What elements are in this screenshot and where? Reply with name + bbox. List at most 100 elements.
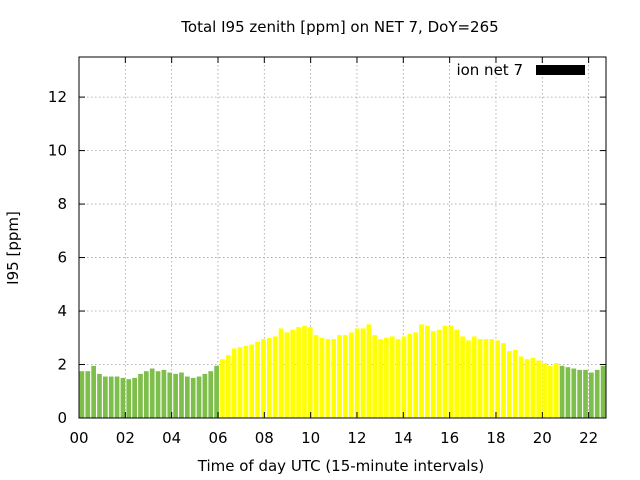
bar (225, 355, 231, 418)
bar (319, 337, 325, 418)
bar (143, 371, 149, 418)
legend-swatch (536, 65, 585, 75)
bar (173, 373, 178, 418)
x-tick-label: 06 (208, 429, 227, 447)
x-tick-label: 20 (533, 429, 552, 447)
bar (243, 345, 249, 418)
bar (155, 371, 161, 418)
bar (559, 365, 565, 418)
bar (471, 336, 477, 418)
bar (108, 376, 114, 418)
bar (179, 372, 184, 418)
bar (249, 344, 255, 418)
x-tick-label: 02 (116, 429, 135, 447)
bar (489, 339, 495, 418)
bar (477, 339, 483, 418)
bar (524, 359, 530, 418)
bar (126, 379, 132, 418)
bar (378, 339, 383, 418)
bar (196, 376, 202, 418)
bar (161, 369, 167, 418)
bar (138, 373, 143, 418)
bar (132, 377, 137, 418)
bar (466, 340, 471, 418)
bar (419, 324, 424, 418)
x-tick-label: 16 (440, 429, 459, 447)
bar (202, 373, 208, 418)
bar (97, 373, 102, 418)
bar (372, 335, 378, 418)
bar (284, 332, 290, 418)
bar (302, 325, 307, 418)
bar (255, 341, 260, 418)
x-tick-label: 18 (486, 429, 505, 447)
bar (577, 369, 582, 418)
bar (325, 339, 331, 418)
bar (149, 368, 155, 418)
bar (307, 327, 313, 418)
bar (454, 329, 460, 418)
bar (442, 325, 448, 418)
y-tick-label: 0 (57, 409, 67, 427)
bar (507, 351, 512, 418)
bar (594, 369, 600, 418)
x-tick-label: 00 (69, 429, 88, 447)
bar (518, 356, 524, 418)
bar (278, 328, 284, 418)
bar (261, 339, 266, 418)
bar (167, 372, 173, 418)
chart-title: Total I95 zenith [ppm] on NET 7, DoY=265 (180, 18, 498, 36)
bar (571, 368, 577, 418)
bar (436, 329, 442, 418)
plot-frame (78, 56, 607, 419)
bar (600, 365, 606, 418)
x-axis-label: Time of day UTC (15-minute intervals) (197, 457, 484, 475)
y-tick-label: 2 (57, 356, 67, 374)
bar (266, 337, 272, 418)
x-tick-label: 22 (579, 429, 598, 447)
grid (79, 57, 606, 418)
bar (401, 336, 407, 418)
x-tick-label: 14 (394, 429, 413, 447)
bar (389, 336, 395, 418)
ticks (78, 57, 606, 419)
bar (483, 339, 489, 418)
bar (331, 339, 337, 418)
x-tick-label: 10 (301, 429, 320, 447)
bar (190, 377, 196, 418)
bar (501, 343, 506, 418)
bar (184, 376, 190, 418)
bar (366, 324, 372, 418)
bar (448, 325, 454, 418)
bar (290, 329, 296, 418)
x-tick-label: 08 (255, 429, 274, 447)
x-tick-label: 12 (347, 429, 366, 447)
bar (208, 371, 214, 418)
bar (530, 357, 536, 418)
y-tick-labels: 0 2 4 6 8 10 12 (48, 88, 67, 427)
bar (103, 376, 108, 418)
bar (512, 349, 518, 418)
y-tick-label: 6 (57, 249, 67, 267)
bar (565, 367, 571, 418)
bar (548, 365, 553, 418)
bar (348, 332, 354, 418)
bar (231, 348, 237, 418)
bar (313, 335, 319, 418)
legend: ion net 7 (456, 61, 585, 79)
bar (425, 325, 430, 418)
bar (495, 340, 501, 418)
bar (384, 337, 389, 418)
bars (79, 324, 606, 418)
bar (583, 369, 588, 418)
bar (395, 339, 401, 418)
legend-label: ion net 7 (456, 61, 523, 79)
bar (542, 363, 547, 418)
bar (553, 363, 559, 418)
bar (114, 376, 120, 418)
y-tick-label: 8 (57, 195, 67, 213)
bar (337, 335, 342, 418)
bar (343, 335, 348, 418)
bar (91, 365, 96, 418)
bar (430, 331, 436, 418)
